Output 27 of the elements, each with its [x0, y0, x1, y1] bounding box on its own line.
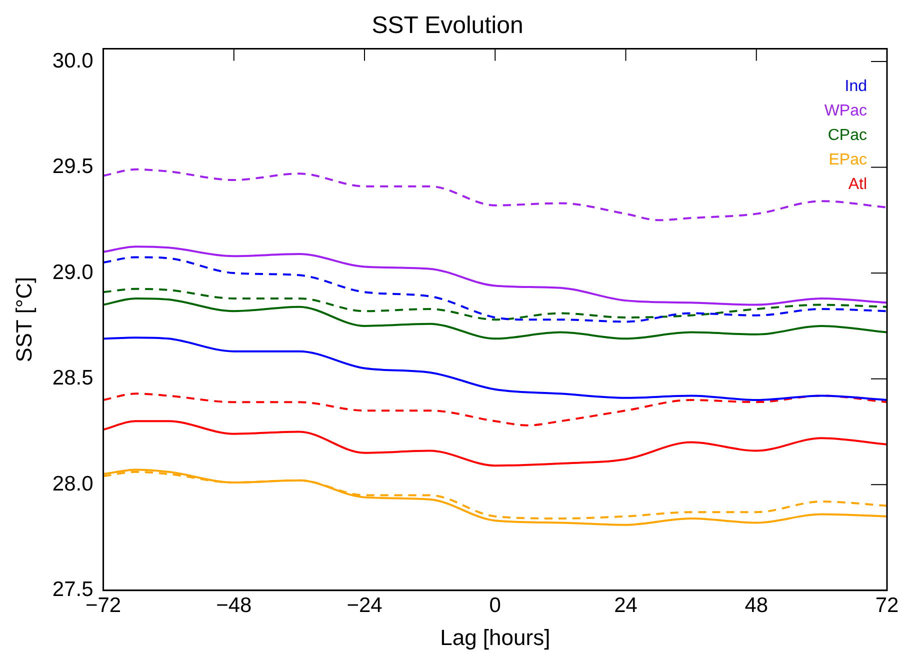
y-tick-label: 30.0	[52, 49, 94, 72]
line-series	[103, 288, 887, 321]
x-tick-label: −24	[346, 594, 383, 617]
text: Atl	[848, 176, 867, 194]
x-axis-title: Lag [hours]	[440, 624, 550, 650]
line-series	[103, 246, 887, 306]
y-tick-label: 28.0	[52, 472, 94, 496]
line-series	[103, 168, 887, 222]
text: CPac	[828, 127, 867, 144]
y-axis-title: SST [°C]	[11, 276, 36, 362]
text: WPac	[824, 102, 867, 120]
y-tick-label: 29.5	[52, 155, 94, 178]
line-series	[103, 336, 887, 401]
chart-title: SST Evolution	[372, 12, 524, 40]
x-tick-label: 72	[875, 594, 899, 617]
y-tick-label: 28.5	[52, 366, 94, 390]
x-tick-label: −48	[216, 594, 252, 617]
y-tick-label: 29.0	[52, 260, 94, 284]
text: EPac	[828, 152, 867, 169]
x-tick-label: 48	[744, 594, 768, 617]
x-tick-label: 24	[614, 594, 638, 617]
line-series	[103, 392, 887, 426]
text: Ind	[844, 78, 867, 96]
line-series	[103, 256, 887, 323]
line-series	[103, 297, 887, 340]
line-series	[103, 420, 887, 467]
x-tick-label: 0	[489, 594, 501, 617]
